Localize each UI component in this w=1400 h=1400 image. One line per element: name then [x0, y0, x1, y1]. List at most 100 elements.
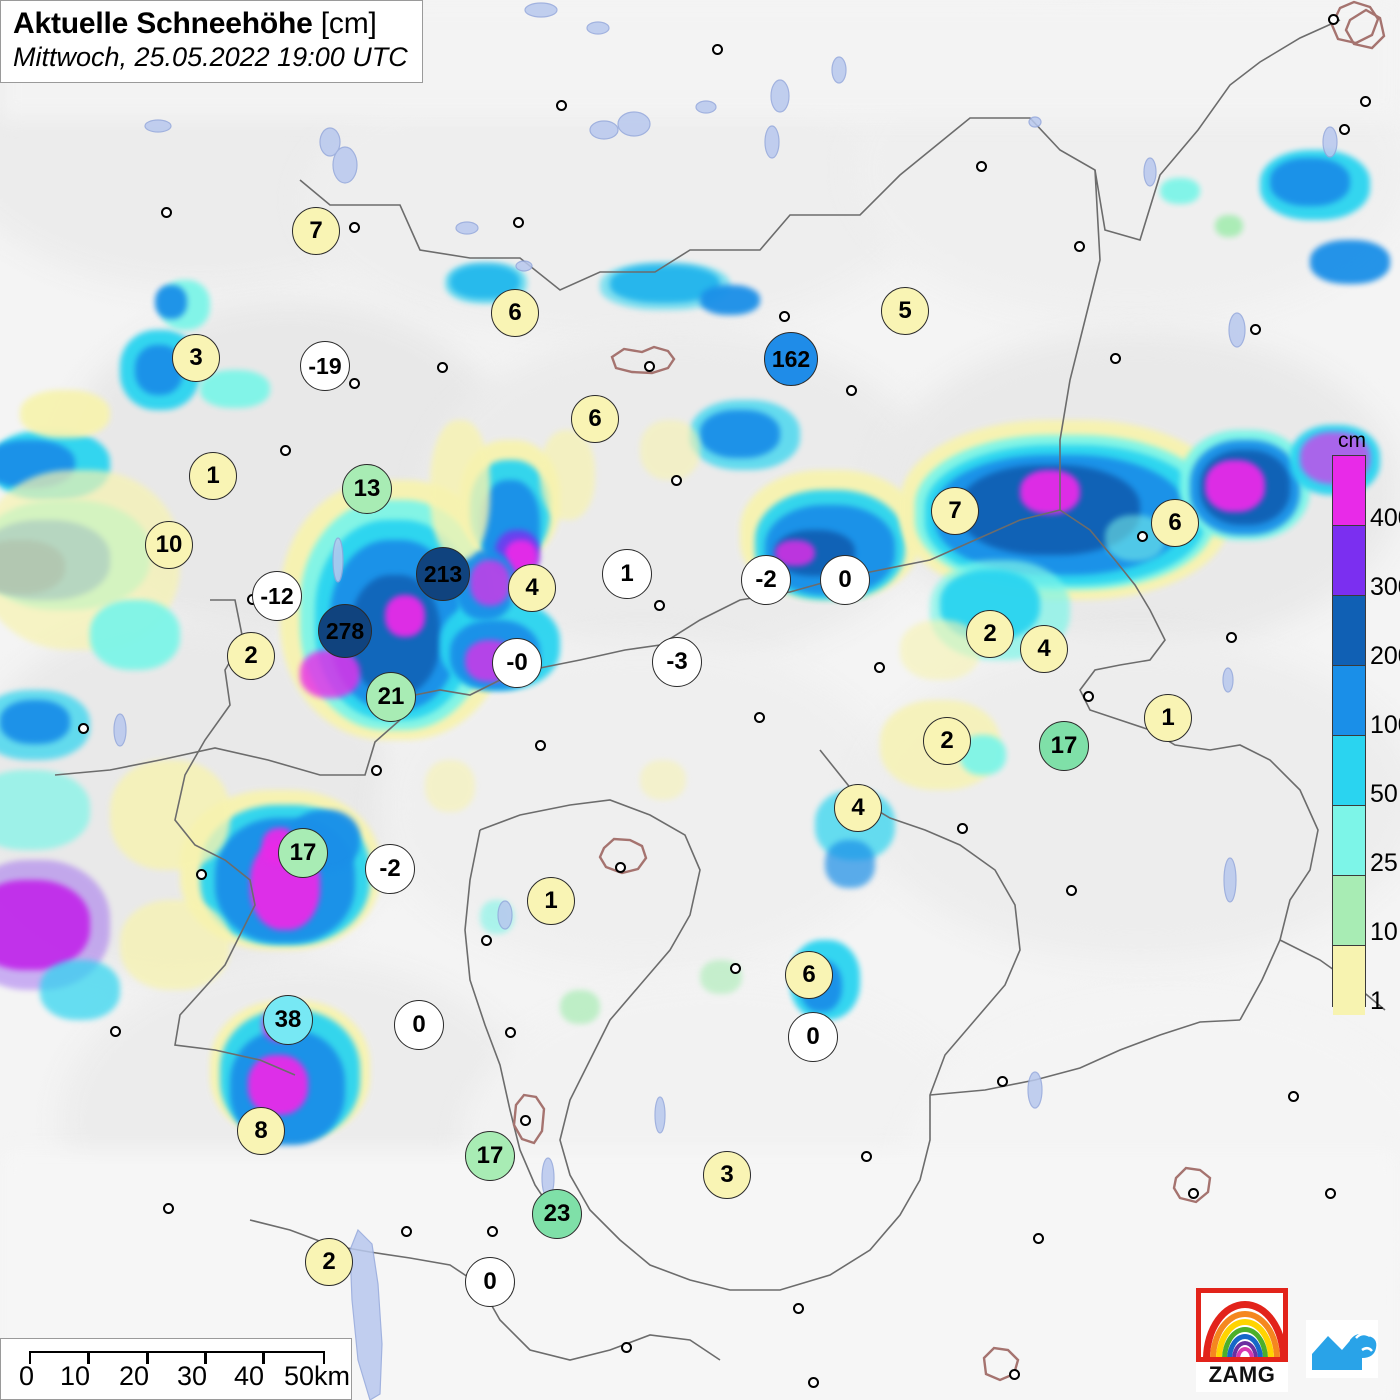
colorbar-tick-label: 50: [1370, 780, 1398, 808]
station-value: 3: [720, 1161, 734, 1188]
station-value: 0: [412, 1011, 426, 1038]
station-value: 13: [353, 475, 381, 502]
station-snow-depth-marker[interactable]: 0: [394, 1000, 444, 1050]
scale-bar-tick-label: 30: [177, 1361, 208, 1391]
colorbar-segment: [1333, 946, 1365, 1015]
station-value: 2: [940, 727, 954, 754]
colorbar-tick-label: 200: [1370, 642, 1400, 670]
station-snow-depth-marker[interactable]: -2: [365, 844, 415, 894]
station-snow-depth-marker[interactable]: -3: [652, 637, 702, 687]
city-dot-icon: [481, 935, 492, 946]
city-dot-icon: [1188, 1188, 1199, 1199]
city-dot-icon: [1033, 1233, 1044, 1244]
station-snow-depth-marker[interactable]: 6: [491, 289, 539, 337]
station-snow-depth-marker[interactable]: 17: [1039, 721, 1089, 771]
title-unit: [cm]: [320, 7, 377, 40]
station-snow-depth-marker[interactable]: -2: [741, 555, 791, 605]
station-snow-depth-marker[interactable]: 13: [342, 464, 392, 514]
zamg-logo: ZAMG: [1196, 1288, 1288, 1392]
station-value: -2: [379, 855, 401, 882]
station-snow-depth-marker[interactable]: 10: [145, 521, 193, 569]
city-dot-icon: [513, 217, 524, 228]
city-dot-icon: [1009, 1369, 1020, 1380]
city-dot-icon: [505, 1027, 516, 1038]
station-snow-depth-marker[interactable]: 0: [820, 555, 870, 605]
station-value: 1: [620, 560, 634, 587]
station-snow-depth-marker[interactable]: 1: [1144, 694, 1192, 742]
station-snow-depth-marker[interactable]: -12: [252, 571, 302, 621]
station-snow-depth-marker[interactable]: 6: [571, 395, 619, 443]
station-value: 4: [1037, 635, 1051, 662]
station-snow-depth-marker[interactable]: 4: [508, 564, 556, 612]
colorbar-segment: [1333, 736, 1365, 806]
station-snow-depth-marker[interactable]: 278: [318, 604, 372, 658]
colorbar-tick-label: 1: [1370, 987, 1384, 1015]
station-snow-depth-marker[interactable]: 5: [881, 287, 929, 335]
station-value: 8: [254, 1117, 268, 1144]
city-dot-icon: [163, 1203, 174, 1214]
city-dot-icon: [487, 1226, 498, 1237]
station-snow-depth-marker[interactable]: 21: [366, 672, 416, 722]
station-snow-depth-marker[interactable]: 7: [931, 487, 979, 535]
station-snow-depth-marker[interactable]: 7: [292, 207, 340, 255]
city-dot-icon: [957, 823, 968, 834]
station-snow-depth-marker[interactable]: 1: [527, 877, 575, 925]
station-snow-depth-marker[interactable]: 3: [172, 334, 220, 382]
city-dot-icon: [654, 600, 665, 611]
colorbar-tick-label: 400: [1370, 504, 1400, 532]
station-snow-depth-marker[interactable]: 2: [923, 717, 971, 765]
station-snow-depth-marker[interactable]: 162: [764, 332, 818, 386]
station-value: 0: [806, 1023, 820, 1050]
station-snow-depth-marker[interactable]: 2: [305, 1238, 353, 1286]
city-dot-icon: [78, 723, 89, 734]
city-dot-icon: [712, 44, 723, 55]
station-snow-depth-marker[interactable]: 2: [227, 632, 275, 680]
station-snow-depth-marker[interactable]: 4: [1020, 625, 1068, 673]
city-dot-icon: [621, 1342, 632, 1353]
station-snow-depth-marker[interactable]: 3: [703, 1151, 751, 1199]
station-value: 0: [483, 1268, 497, 1295]
station-value: 3: [189, 344, 203, 371]
station-snow-depth-marker[interactable]: 0: [465, 1257, 515, 1307]
city-dot-icon: [671, 475, 682, 486]
city-dot-icon: [371, 765, 382, 776]
station-snow-depth-marker[interactable]: 2: [966, 610, 1014, 658]
station-snow-depth-marker[interactable]: 1: [602, 549, 652, 599]
city-dot-icon: [437, 362, 448, 373]
page-title: Aktuelle Schneehöhe [cm]: [13, 7, 377, 40]
station-snow-depth-marker[interactable]: 4: [834, 784, 882, 832]
city-dot-icon: [535, 740, 546, 751]
city-dot-icon: [196, 869, 207, 880]
station-snow-depth-marker[interactable]: 6: [1151, 499, 1199, 547]
station-value: 6: [802, 961, 816, 988]
city-dot-icon: [615, 862, 626, 873]
map-title-box: Aktuelle Schneehöhe [cm] Mittwoch, 25.05…: [0, 0, 423, 83]
city-dot-icon: [997, 1076, 1008, 1087]
city-dot-icon: [520, 1115, 531, 1126]
station-snow-depth-marker[interactable]: -0: [492, 638, 542, 688]
city-dot-icon: [754, 712, 765, 723]
station-snow-depth-marker[interactable]: 0: [788, 1012, 838, 1062]
colorbar-unit-label: cm: [1338, 429, 1366, 452]
station-snow-depth-marker[interactable]: 23: [532, 1189, 582, 1239]
station-value: 1: [544, 887, 558, 914]
city-dot-icon: [1226, 632, 1237, 643]
station-snow-depth-marker[interactable]: 38: [263, 995, 313, 1045]
station-snow-depth-marker[interactable]: 8: [237, 1107, 285, 1155]
station-value: 0: [838, 566, 852, 593]
city-dot-icon: [730, 963, 741, 974]
station-value: 38: [274, 1006, 302, 1033]
station-snow-depth-marker[interactable]: 6: [785, 951, 833, 999]
city-dot-icon: [556, 100, 567, 111]
station-value: 213: [423, 560, 463, 587]
colorbar-segment: [1333, 666, 1365, 736]
station-snow-depth-marker[interactable]: -19: [300, 341, 350, 391]
station-value: 23: [543, 1200, 571, 1227]
colorbar-tick-label: 300: [1370, 573, 1400, 601]
station-value: 4: [851, 794, 865, 821]
city-dot-icon: [861, 1151, 872, 1162]
station-snow-depth-marker[interactable]: 17: [465, 1131, 515, 1181]
station-snow-depth-marker[interactable]: 17: [278, 828, 328, 878]
station-snow-depth-marker[interactable]: 1: [189, 452, 237, 500]
station-snow-depth-marker[interactable]: 213: [416, 547, 470, 601]
